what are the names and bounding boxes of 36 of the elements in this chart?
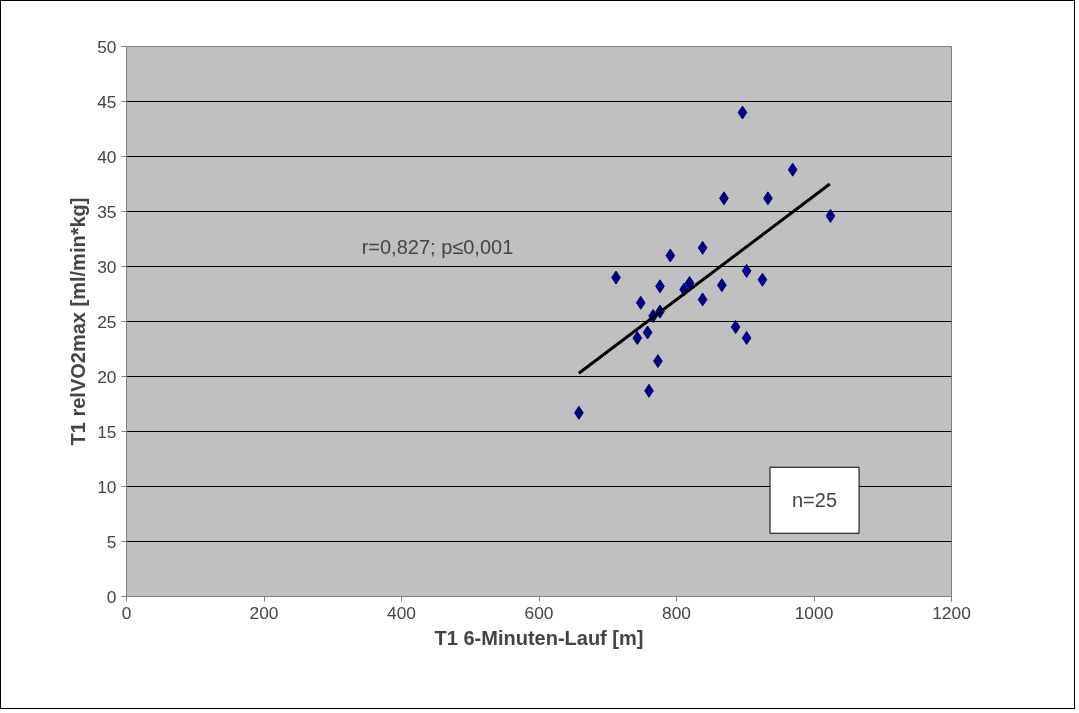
- y-tick-label: 40: [97, 146, 117, 167]
- point: [730, 320, 741, 334]
- y-tick-label: 50: [97, 36, 117, 57]
- y-tick-label: 25: [97, 311, 117, 332]
- y-tick-label: 5: [106, 531, 117, 552]
- x-tick-label: 1000: [794, 602, 834, 623]
- y-tick-label: 15: [97, 421, 117, 442]
- y-tick-label: 0: [106, 586, 117, 607]
- x-tick-label: 1200: [932, 602, 971, 623]
- point: [665, 248, 676, 263]
- point: [697, 292, 708, 307]
- y-tick-label: 45: [97, 91, 117, 112]
- point: [741, 263, 752, 278]
- x-tick-label: 200: [249, 602, 279, 623]
- x-tick-label: 800: [662, 602, 691, 623]
- point: [635, 295, 646, 310]
- annotation: r=0,827; p≤0,001: [361, 236, 514, 259]
- annotation: n=25: [792, 489, 838, 512]
- x-axis-title: T1 6-Minuten-Lauf [m]: [434, 626, 644, 649]
- x-tick-label: 0: [121, 602, 132, 623]
- point: [741, 331, 752, 345]
- y-axis-title: T1 relVO2max [ml/min*kg]: [67, 197, 90, 446]
- y-tick-label: 30: [97, 256, 117, 277]
- point: [642, 325, 653, 340]
- point: [787, 162, 798, 177]
- y-tick-label: 35: [97, 201, 117, 222]
- y-tick-label: 20: [97, 366, 117, 387]
- point: [737, 105, 748, 120]
- y-tick-label: 10: [97, 476, 117, 497]
- x-tick-label: 600: [524, 602, 554, 623]
- point: [757, 272, 768, 287]
- point: [825, 208, 836, 223]
- point: [697, 240, 708, 255]
- point: [632, 331, 643, 345]
- point: [684, 276, 695, 290]
- x-tick-label: 400: [387, 602, 416, 623]
